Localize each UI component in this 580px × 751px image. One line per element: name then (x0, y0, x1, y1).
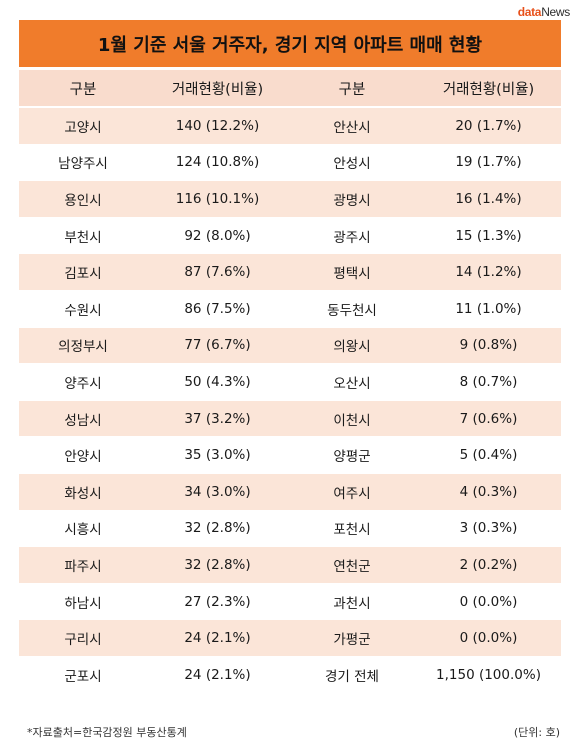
table-row: 수원시 86 (7.5%) 동두천시 11 (1.0%) (19, 290, 561, 328)
cell-deals-left: 86 (7.5%) (184, 300, 251, 317)
table-row: 고양시 140 (12.2%) 안산시 20 (1.7%) (19, 107, 561, 145)
cell-region-right: 오산시 (333, 375, 371, 392)
data-table-card: 1월 기준 서울 거주자, 경기 지역 아파트 매매 현황 구분 거래현황(비율… (19, 20, 561, 694)
cell-deals-right: 19 (1.7%) (455, 154, 522, 171)
cell-deals-right: 0 (0.0%) (459, 593, 518, 610)
cell-deals-left: 140 (12.2%) (175, 117, 260, 134)
cell-deals-left: 77 (6.7%) (184, 337, 251, 354)
table-row: 김포시 87 (7.6%) 평택시 14 (1.2%) (19, 253, 561, 291)
cell-region-right: 광명시 (333, 192, 371, 209)
cell-region-left: 김포시 (64, 266, 102, 283)
cell-deals-right: 3 (0.3%) (459, 520, 518, 537)
cell-deals-left: 24 (2.1%) (184, 630, 251, 647)
cell-deals-right: 16 (1.4%) (455, 190, 522, 207)
cell-region-left: 구리시 (64, 632, 102, 649)
cell-deals-right: 11 (1.0%) (455, 300, 522, 317)
cell-region-left: 하남시 (64, 595, 102, 612)
cell-region-left: 용인시 (64, 192, 102, 209)
cell-region-left: 화성시 (64, 485, 102, 502)
cell-deals-left: 124 (10.8%) (175, 154, 260, 171)
cell-deals-left: 116 (10.1%) (175, 190, 260, 207)
table-row: 의정부시 77 (6.7%) 의왕시 9 (0.8%) (19, 327, 561, 364)
cell-region-right: 양평군 (333, 449, 371, 466)
cell-region-right: 의왕시 (333, 339, 371, 356)
cell-region-left: 파주시 (64, 558, 102, 575)
logo-part-news: News (541, 5, 570, 19)
cell-region-left: 성남시 (64, 412, 102, 429)
cell-region-left: 안양시 (64, 449, 102, 466)
header-deals-left: 거래현황(비율) (171, 81, 264, 98)
cell-region-right: 평택시 (333, 266, 371, 283)
cell-region-left: 남양주시 (58, 156, 108, 173)
cell-region-left: 수원시 (64, 302, 102, 319)
cell-deals-left: 50 (4.3%) (184, 373, 251, 390)
header-row: 구분 거래현황(비율) 구분 거래현황(비율) (19, 70, 561, 107)
cell-deals-left: 32 (2.8%) (184, 556, 251, 573)
table-row: 파주시 32 (2.8%) 연천군 2 (0.2%) (19, 546, 561, 584)
cell-deals-right: 15 (1.3%) (455, 227, 522, 244)
table-row: 남양주시 124 (10.8%) 안성시 19 (1.7%) (19, 144, 561, 181)
cell-region-right: 안성시 (333, 156, 371, 173)
cell-deals-right: 7 (0.6%) (459, 410, 518, 427)
cell-deals-left: 27 (2.3%) (184, 593, 251, 610)
cell-deals-left: 34 (3.0%) (184, 483, 251, 500)
header-region-right: 구분 (338, 81, 366, 98)
table-row: 용인시 116 (10.1%) 광명시 16 (1.4%) (19, 180, 561, 218)
table-row: 안양시 35 (3.0%) 양평군 5 (0.4%) (19, 436, 561, 474)
cell-region-left: 부천시 (64, 229, 102, 246)
logo-part-data: data (517, 5, 542, 19)
header-deals-right: 거래현황(비율) (442, 81, 535, 98)
cell-region-right: 동두천시 (327, 302, 377, 319)
cell-deals-right: 4 (0.3%) (459, 483, 518, 500)
cell-region-right: 과천시 (333, 595, 371, 612)
table-row: 부천시 92 (8.0%) 광주시 15 (1.3%) (19, 217, 561, 254)
cell-deals-left: 35 (3.0%) (184, 447, 251, 464)
source-note: *자료출처=한국감정원 부동산통계 (27, 726, 187, 739)
cell-deals-right: 9 (0.8%) (459, 337, 518, 354)
cell-region-right: 경기 전체 (325, 668, 379, 685)
cell-region-left: 고양시 (64, 119, 102, 136)
cell-deals-left: 37 (3.2%) (184, 410, 251, 427)
footer: *자료출처=한국감정원 부동산통계 (단위: 호) (27, 724, 560, 740)
cell-region-right: 이천시 (333, 412, 371, 429)
cell-region-left: 의정부시 (58, 339, 108, 356)
cell-deals-left: 24 (2.1%) (184, 666, 251, 683)
cell-deals-right: 5 (0.4%) (459, 447, 518, 464)
cell-deals-right: 20 (1.7%) (455, 117, 522, 134)
table-row: 구리시 24 (2.1%) 가평군 0 (0.0%) (19, 619, 561, 657)
cell-region-right: 안산시 (333, 119, 371, 136)
table-title: 1월 기준 서울 거주자, 경기 지역 아파트 매매 현황 (19, 20, 561, 70)
cell-region-left: 시흥시 (64, 522, 102, 539)
table-row: 성남시 37 (3.2%) 이천시 7 (0.6%) (19, 400, 561, 437)
cell-deals-left: 32 (2.8%) (184, 520, 251, 537)
cell-deals-right: 1,150 (100.0%) (436, 666, 541, 683)
cell-region-right: 여주시 (333, 485, 371, 502)
cell-region-left: 군포시 (64, 668, 102, 685)
cell-deals-right: 8 (0.7%) (459, 373, 518, 390)
table-row: 화성시 34 (3.0%) 여주시 4 (0.3%) (19, 473, 561, 511)
cell-region-right: 연천군 (333, 558, 371, 575)
datanews-logo: dataNews (517, 5, 571, 21)
cell-deals-left: 92 (8.0%) (184, 227, 251, 244)
cell-deals-left: 87 (7.6%) (184, 264, 251, 281)
cell-region-right: 가평군 (333, 632, 371, 649)
cell-region-left: 양주시 (64, 375, 102, 392)
unit-note: (단위: 호) (513, 726, 560, 739)
cell-deals-right: 2 (0.2%) (459, 556, 518, 573)
table-row: 시흥시 32 (2.8%) 포천시 3 (0.3%) (19, 510, 561, 547)
table-row: 양주시 50 (4.3%) 오산시 8 (0.7%) (19, 363, 561, 401)
cell-deals-right: 0 (0.0%) (459, 630, 518, 647)
cell-region-right: 광주시 (333, 229, 371, 246)
cell-region-right: 포천시 (333, 522, 371, 539)
table-body: 고양시 140 (12.2%) 안산시 20 (1.7%) 남양주시 124 (10.8%… (19, 107, 561, 693)
cell-deals-right: 14 (1.2%) (455, 264, 522, 281)
table-row: 군포시 24 (2.1%) 경기 전체 1,150 (100.0%) (19, 656, 561, 693)
header-region-left: 구분 (69, 81, 97, 98)
transaction-table: 구분 거래현황(비율) 구분 거래현황(비율) 고양시 140 (12.2%) 안산… (19, 70, 561, 694)
table-row: 하남시 27 (2.3%) 과천시 0 (0.0%) (19, 583, 561, 620)
